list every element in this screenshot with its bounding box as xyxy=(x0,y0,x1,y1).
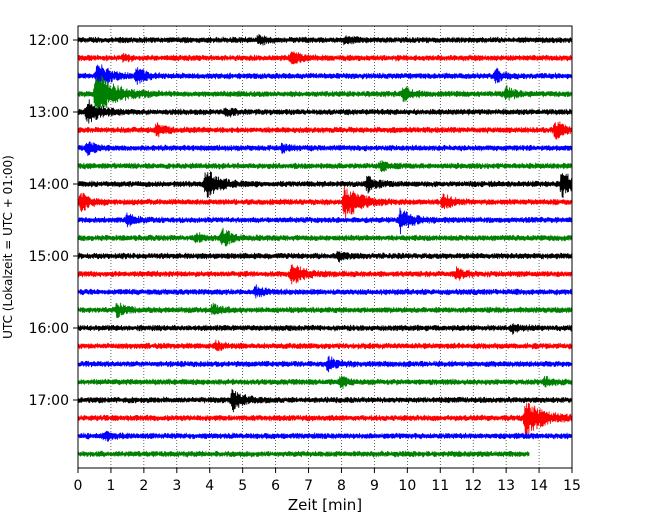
trace-1245 xyxy=(77,75,573,116)
x-tick-label-11: 11 xyxy=(431,478,449,494)
x-tick-label-0: 0 xyxy=(74,478,83,494)
x-tick-label-8: 8 xyxy=(337,478,346,494)
trace-1515 xyxy=(77,264,573,285)
y-tick-label-4: 16:00 xyxy=(29,321,69,337)
seismic-traces xyxy=(77,34,573,458)
y-axis-ticks: 12:00 13:00 14:00 15:00 16:00 17:00 xyxy=(29,33,78,409)
trace-1700 xyxy=(77,388,573,413)
trace-1400 xyxy=(77,171,573,199)
trace-1415 xyxy=(77,185,573,219)
x-tick-label-7: 7 xyxy=(304,478,313,494)
x-tick-label-3: 3 xyxy=(172,478,181,494)
trace-1545 xyxy=(77,302,573,319)
trace-1500 xyxy=(77,250,573,263)
x-tick-label-4: 4 xyxy=(205,478,214,494)
y-tick-label-5: 17:00 xyxy=(29,393,69,409)
x-axis-label: Zeit [min] xyxy=(288,496,362,514)
y-tick-label-2: 14:00 xyxy=(29,177,69,193)
trace-1345 xyxy=(77,160,573,173)
trace-1645 xyxy=(77,375,573,390)
x-tick-label-5: 5 xyxy=(238,478,247,494)
y-tick-label-0: 12:00 xyxy=(29,33,69,49)
trace-1215 xyxy=(77,51,573,65)
x-tick-label-2: 2 xyxy=(139,478,148,494)
y-tick-label-3: 15:00 xyxy=(29,249,69,265)
x-tick-label-1: 1 xyxy=(106,478,115,494)
y-axis-label: UTC (Lokalzeit = UTC + 01:00) xyxy=(1,155,15,339)
trace-1715 xyxy=(77,402,573,438)
x-tick-label-15: 15 xyxy=(563,478,581,494)
y-tick-label-1: 13:00 xyxy=(29,105,69,121)
trace-1230 xyxy=(77,64,573,88)
trace-1615 xyxy=(77,339,573,352)
trace-1730 xyxy=(77,430,573,442)
trace-1430 xyxy=(77,207,573,235)
x-tick-label-14: 14 xyxy=(530,478,548,494)
x-tick-label-9: 9 xyxy=(370,478,379,494)
x-tick-label-12: 12 xyxy=(464,478,482,494)
trace-1330 xyxy=(77,141,573,156)
trace-1200 xyxy=(77,34,573,46)
x-tick-label-13: 13 xyxy=(497,478,515,494)
plot-frame xyxy=(77,25,573,469)
trace-1445 xyxy=(77,227,573,247)
x-tick-label-10: 10 xyxy=(398,478,416,494)
x-axis-ticks: 0 1 2 3 4 5 6 7 8 9 10 11 12 13 14 15 xyxy=(74,468,581,494)
trace-1300 xyxy=(77,99,573,124)
trace-1600 xyxy=(77,323,573,335)
trace-1745 xyxy=(77,450,530,458)
trace-1530 xyxy=(77,284,573,299)
trace-1315 xyxy=(77,121,573,140)
x-tick-label-6: 6 xyxy=(271,478,280,494)
trace-1630 xyxy=(77,355,573,373)
